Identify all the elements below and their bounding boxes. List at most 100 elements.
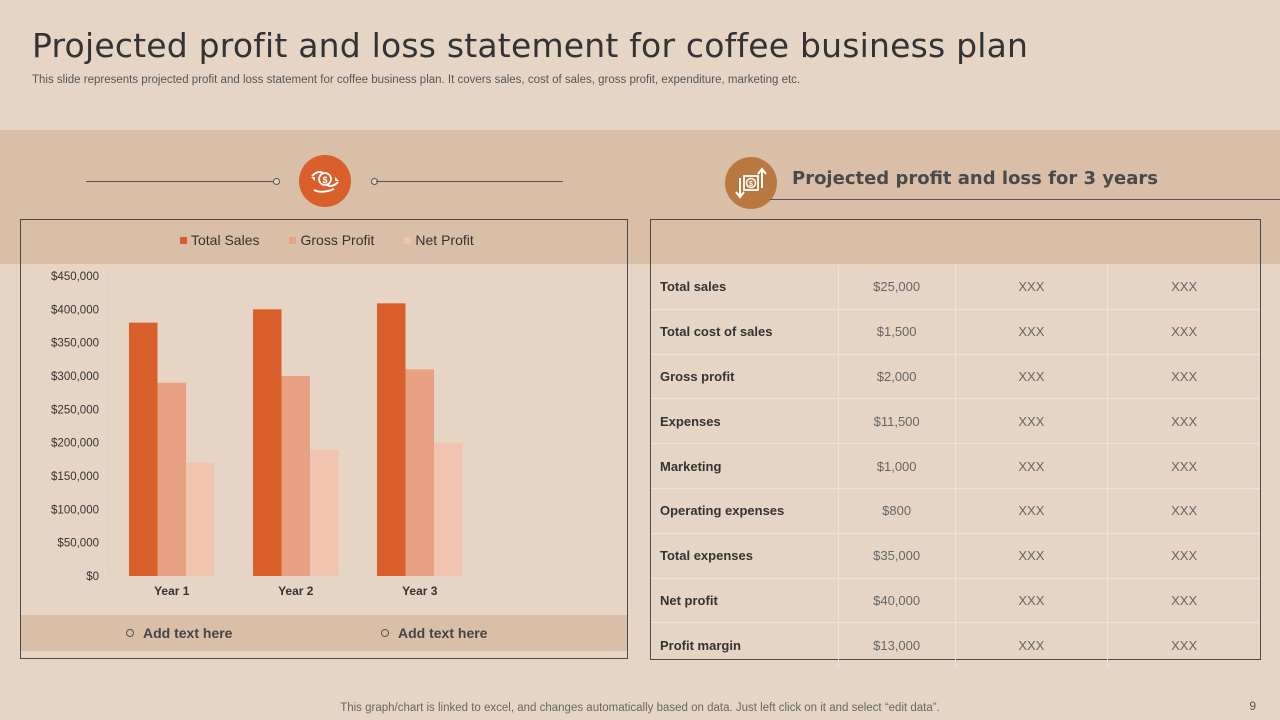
table-cell: XXX	[1171, 637, 1198, 653]
legend-label: Total Sales	[191, 232, 260, 248]
x-tick-label: Year 1	[154, 584, 190, 598]
y-tick-label: $400,000	[51, 304, 99, 316]
table-cell: XXX	[1107, 443, 1260, 489]
table-row: Total expenses $35,000 XXX XXX	[651, 533, 1260, 579]
add-text-item[interactable]: Add text here	[126, 625, 232, 641]
table-section-title: Projected profit and loss for 3 years	[792, 168, 1158, 189]
table-cell: $13,000	[838, 622, 956, 668]
y-tick-label: $0	[86, 571, 99, 583]
table-cell: $800	[838, 488, 956, 534]
legend-item-total-sales: Total Sales	[180, 232, 259, 248]
table-cell: XXX	[955, 265, 1109, 310]
row-label: Total cost of sales	[651, 309, 839, 355]
table-cell: $35,000	[838, 533, 956, 579]
header-band	[0, 130, 1280, 264]
legend-swatch	[404, 236, 412, 244]
table-row: Marketing $1,000 XXX XXX	[651, 443, 1260, 489]
bar	[434, 442, 463, 576]
connector-line-right	[376, 181, 563, 182]
table-cell: XXX	[955, 533, 1109, 579]
legend-item-gross-profit: Gross Profit	[289, 232, 374, 248]
y-tick-label: $200,000	[51, 438, 99, 450]
bar-chart[interactable]: $0 $50,000 $100,000 $150,000 $200,000 $250,00…	[21, 262, 621, 612]
y-tick-label: $100,000	[51, 504, 99, 516]
table-row: Total cost of sales $1,500 XXX XXX	[651, 309, 1260, 355]
legend-swatch	[289, 236, 297, 244]
y-tick-label: $350,000	[51, 338, 99, 350]
row-label: Expenses	[651, 398, 839, 445]
table-cell: XXX	[1107, 488, 1260, 534]
table-row: Profit margin $13,000 XXX XXX	[651, 622, 1260, 668]
y-tick-label: $50,000	[57, 538, 99, 550]
table-cell: XXX	[955, 622, 1109, 668]
legend-swatch	[180, 236, 187, 244]
svg-text:$: $	[749, 181, 753, 188]
money-exchange-icon: $	[725, 157, 777, 209]
table-cell: XXX	[955, 309, 1109, 355]
add-text-label: Add text here	[398, 625, 488, 641]
y-tick-label: $150,000	[51, 471, 99, 483]
footnote: This graph/chart is linked to excel, and…	[340, 702, 940, 714]
bar	[253, 309, 282, 576]
row-label: Operating expenses	[651, 488, 839, 534]
table-cell: XXX	[955, 398, 1109, 445]
row-label: Gross profit	[651, 354, 839, 400]
profit-loss-table: Total sales $25,000 XXX XXX Total cost of sa…	[651, 265, 1260, 668]
table-cell: XXX	[1107, 354, 1260, 400]
money-hand-icon: $	[299, 155, 351, 207]
table-row: Expenses $11,500 XXX XXX	[651, 398, 1260, 445]
table-cell: $25,000	[838, 265, 956, 310]
chart-footer-band	[21, 615, 627, 651]
add-text-label: Add text here	[143, 625, 233, 641]
table-row: Gross profit $2,000 XXX XXX	[651, 354, 1260, 400]
table-cell: XXX	[1107, 265, 1260, 310]
y-tick-label: $250,000	[51, 404, 99, 416]
bar	[281, 376, 310, 576]
title-underline	[770, 199, 1280, 200]
bar	[405, 369, 434, 576]
table-cell: $1,000	[838, 443, 956, 489]
table-cell: $2,000	[838, 354, 956, 400]
chart-panel	[20, 219, 628, 659]
table-cell: XXX	[1107, 309, 1260, 355]
bar	[157, 382, 186, 576]
row-label: Total sales	[651, 265, 839, 310]
table-cell: $1,500	[838, 309, 956, 355]
y-tick-label: $450,000	[51, 271, 99, 283]
table-cell: XXX	[1107, 533, 1260, 579]
row-label: Net profit	[651, 578, 839, 624]
y-tick-label: $300,000	[51, 371, 99, 383]
table-cell: $40,000	[838, 578, 956, 624]
connector-line-left	[86, 181, 276, 182]
bar	[310, 449, 339, 576]
row-label: Profit margin	[651, 622, 839, 668]
x-tick-label: Year 2	[278, 584, 314, 598]
row-label: Marketing	[651, 443, 839, 489]
chart-legend: Total Sales Gross Profit Net Profit	[180, 232, 504, 248]
table-cell: XXX	[955, 488, 1109, 534]
table-cell: XXX	[1107, 398, 1260, 445]
svg-text:$: $	[322, 175, 327, 185]
bullet-icon	[381, 629, 389, 637]
legend-item-net-profit: Net Profit	[404, 232, 474, 248]
table-cell: XXX	[955, 354, 1109, 400]
add-text-item[interactable]: Add text here	[381, 625, 487, 641]
table-cell: XXX	[955, 443, 1109, 489]
legend-label: Net Profit	[415, 232, 474, 248]
table-row: Operating expenses $800 XXX XXX	[651, 488, 1260, 534]
bullet-icon	[126, 629, 134, 637]
page-number: 9	[1249, 699, 1256, 713]
x-tick-label: Year 3	[402, 584, 438, 598]
table-row: Total sales $25,000 XXX XXX	[651, 265, 1260, 310]
connector-dot	[273, 178, 280, 185]
table-cell: XXX	[1107, 578, 1260, 624]
bar	[377, 303, 406, 576]
bar	[186, 462, 215, 576]
page-title: Projected profit and loss statement for …	[32, 26, 1029, 65]
table-cell: $11,500	[838, 398, 956, 445]
bar	[129, 322, 158, 576]
legend-label: Gross Profit	[300, 232, 375, 248]
table-row: Net profit $40,000 XXX XXX	[651, 578, 1260, 624]
table-cell: XXX	[955, 578, 1109, 624]
page-subtitle: This slide represents projected profit a…	[32, 74, 801, 86]
